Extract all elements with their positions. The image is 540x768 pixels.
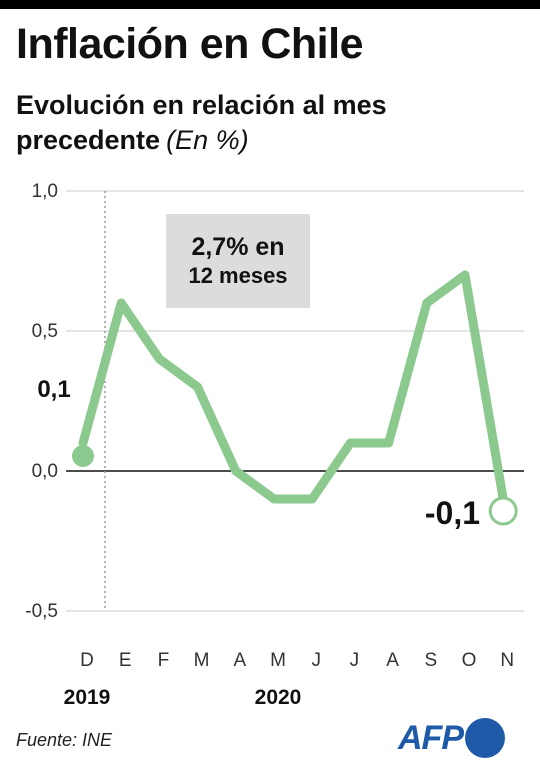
afp-logo-text: AFP (398, 718, 464, 757)
afp-logo-dot-icon (465, 718, 505, 758)
x-tick-label: D (80, 650, 94, 671)
afp-logo: AFP (398, 716, 505, 760)
y-tick-label: 1,0 (32, 181, 58, 202)
top-bar (0, 0, 540, 9)
y-tick-label: 0,5 (32, 321, 58, 342)
x-tick-label: A (233, 650, 246, 671)
x-tick-label: E (119, 650, 132, 671)
annual-inflation-callout: 2,7% en 12 meses (166, 214, 310, 308)
x-tick-label: O (462, 650, 477, 671)
source-note: Fuente: INE (16, 730, 113, 750)
x-tick-label: F (158, 650, 170, 671)
x-tick-label: N (500, 650, 514, 671)
start-value-label: 0,1 (37, 376, 70, 403)
subtitle-text: Evolución en relación al mes precedente (16, 90, 387, 155)
y-tick-label: -0,5 (25, 601, 58, 622)
x-tick-label: J (311, 650, 321, 671)
inflation-series-line (78, 270, 508, 504)
start-point (72, 445, 94, 467)
y-axis-labels: 1,0 0,5 0,0 -0,5 (25, 181, 58, 622)
end-value-label: -0,1 (425, 495, 480, 531)
chart-subtitle: Evolución en relación al mes precedente(… (16, 88, 516, 157)
x-tick-label: M (270, 650, 286, 671)
unit-label: (En %) (166, 124, 249, 155)
x-tick-label: S (424, 650, 437, 671)
end-point (488, 496, 518, 526)
x-tick-label: M (194, 650, 210, 671)
callout-line-2: 12 meses (188, 263, 288, 289)
x-tick-label: J (350, 650, 360, 671)
y-tick-label: 0,0 (32, 461, 58, 482)
year-label: 2019 (64, 686, 111, 709)
year-label: 2020 (255, 686, 302, 709)
year-labels: 2019 2020 (64, 686, 302, 709)
chart-title: Inflación en Chile (16, 20, 364, 68)
callout-line-1: 2,7% en (191, 233, 285, 262)
x-tick-label: A (386, 650, 399, 671)
